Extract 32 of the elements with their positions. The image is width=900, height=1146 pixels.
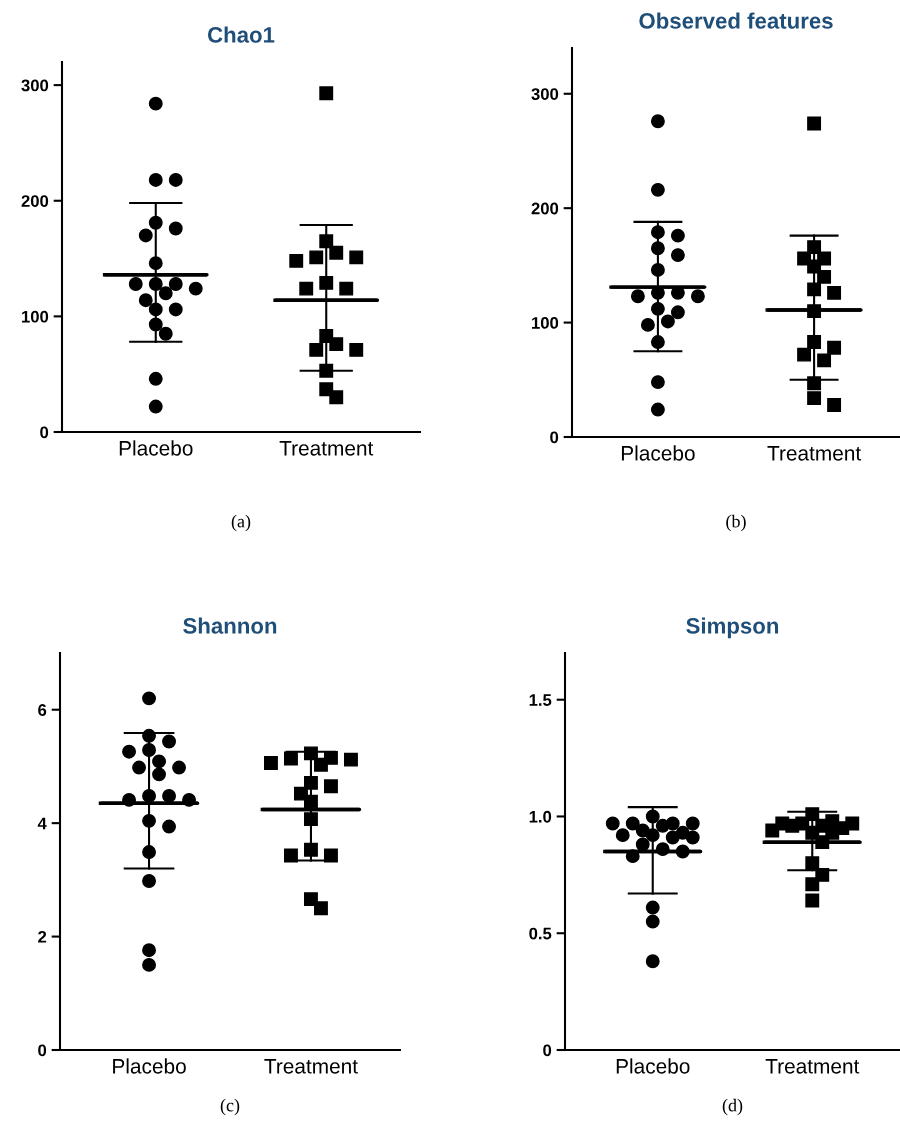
x-tick-label: Treatment — [765, 1059, 860, 1074]
y-tick-label: 1.0 — [529, 810, 552, 823]
y-tick-label: 200 — [21, 195, 49, 207]
chart-title: Observed features — [639, 12, 833, 29]
y-tick-label: 0 — [543, 1044, 552, 1057]
x-tick-label: Treatment — [264, 1059, 358, 1074]
chart-title: Chao1 — [207, 26, 275, 43]
y-tick-label: 300 — [531, 88, 559, 100]
y-tick-label: 4 — [37, 817, 47, 830]
y-tick-label: 6 — [38, 704, 47, 716]
y-tick-label: 0.5 — [529, 927, 552, 940]
chart-title: Simpson — [686, 617, 779, 639]
y-tick-label: 1.5 — [529, 694, 552, 706]
x-tick-label: Placebo — [119, 440, 193, 456]
y-tick-label: 100 — [532, 316, 559, 329]
text: (d) — [722, 1098, 743, 1116]
y-tick-label: 100 — [22, 310, 49, 323]
text: (b) — [726, 514, 746, 532]
text: (c) — [220, 1098, 240, 1116]
x-tick-label: Placebo — [621, 445, 695, 461]
y-tick-label: 0 — [550, 431, 559, 444]
y-tick-label: 200 — [531, 202, 559, 215]
x-tick-label: Treatment — [767, 446, 862, 461]
x-tick-label: Placebo — [113, 1058, 186, 1074]
x-tick-label: Placebo — [616, 1058, 690, 1074]
chart-title: Shannon — [183, 617, 277, 634]
x-tick-label: Treatment — [279, 441, 374, 456]
y-tick-label: 2 — [38, 930, 47, 943]
y-tick-label: 300 — [21, 79, 49, 92]
text: (a) — [231, 514, 251, 532]
y-tick-label: 0 — [38, 1044, 47, 1057]
y-tick-label: 0 — [40, 426, 49, 439]
